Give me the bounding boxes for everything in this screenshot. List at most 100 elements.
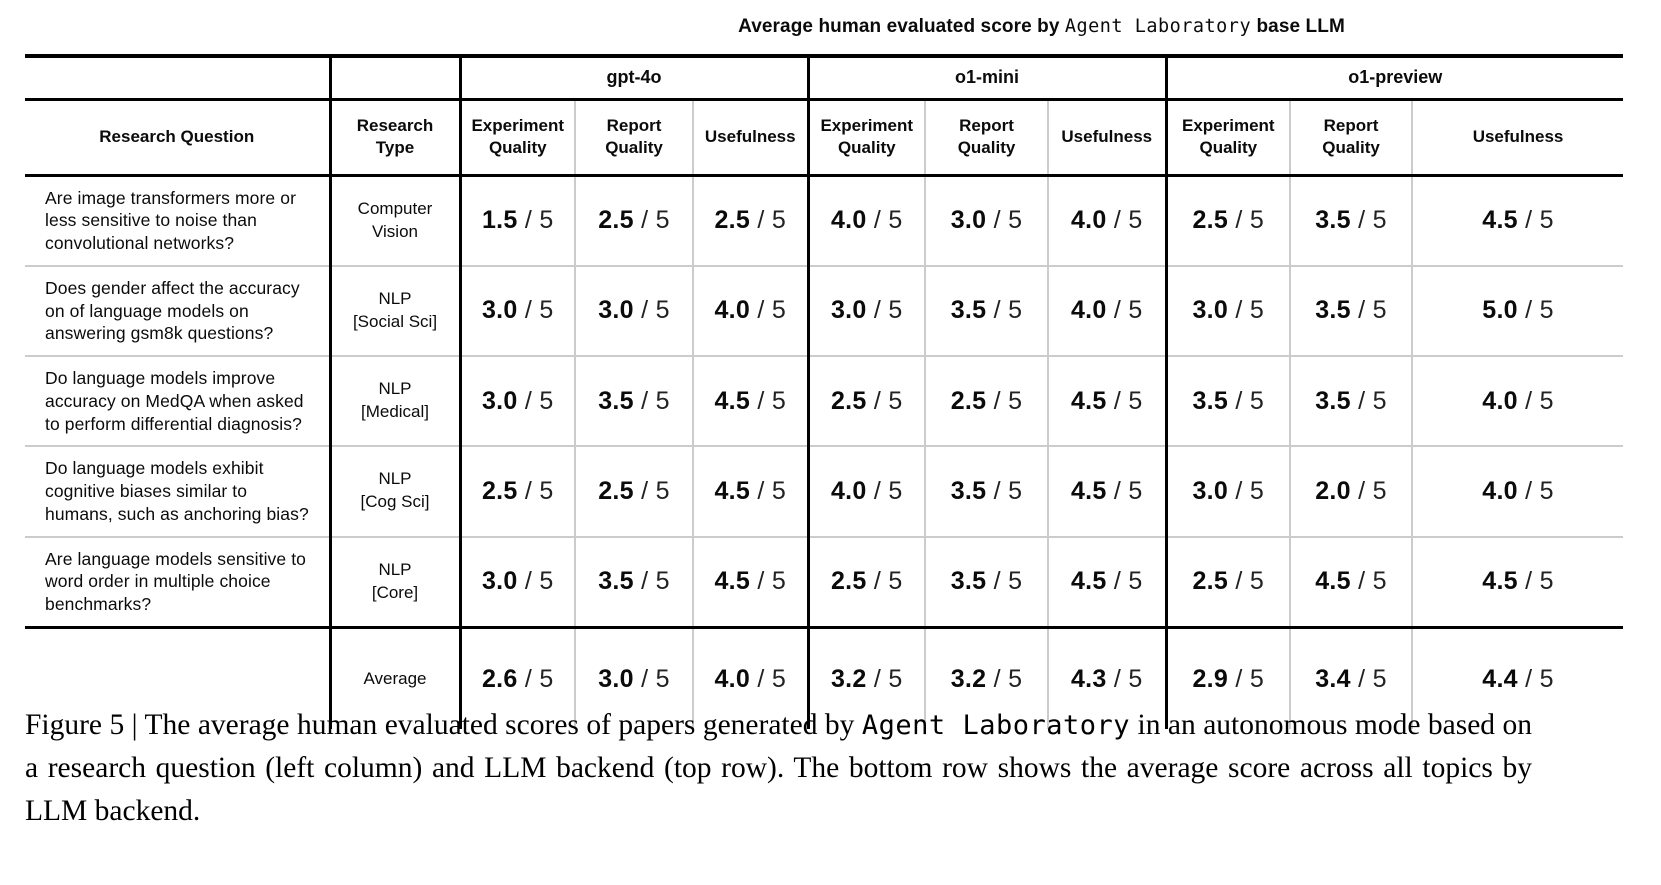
table-row: Are language models sensitive to word or… xyxy=(25,536,1624,628)
score-cell: 2.6 / 5 xyxy=(458,627,575,730)
score-cell: 4.5 / 5 xyxy=(692,536,808,628)
column-header-experiment-quality: Experiment Quality xyxy=(806,99,925,177)
score-cell: 2.5 / 5 xyxy=(458,446,575,537)
table-row: Do language models exhibit cognitive bia… xyxy=(25,446,1624,537)
score-denominator: / 5 xyxy=(1228,206,1265,235)
score-value: 2.5 xyxy=(830,567,867,596)
research-question-cell: Does gender affect the accuracy on of la… xyxy=(45,277,300,344)
score-denominator: / 5 xyxy=(1350,386,1387,415)
score-cell: 4.0 / 5 xyxy=(1046,265,1167,356)
score-cell: 2.0 / 5 xyxy=(1289,446,1413,537)
score-denominator: / 5 xyxy=(1228,664,1265,693)
research-question-cell: Do language models improve accuracy on M… xyxy=(45,368,304,434)
column-header-experiment-quality: Experiment Quality xyxy=(1164,99,1291,177)
score-cell: 4.0 / 5 xyxy=(806,175,925,266)
score-value: 3.0 xyxy=(598,664,634,693)
score-value: 3.5 xyxy=(950,567,987,596)
score-denominator: / 5 xyxy=(866,664,903,693)
table-row: Do language models improve accuracy on M… xyxy=(25,356,1624,447)
score-denominator: / 5 xyxy=(866,206,903,235)
score-cell: 3.0 / 5 xyxy=(806,265,925,356)
score-cell: 3.0 / 5 xyxy=(1164,265,1291,356)
score-value: 2.0 xyxy=(1315,476,1351,505)
score-value: 3.5 xyxy=(1315,206,1351,235)
table-title-prefix: Average human evaluated score by xyxy=(738,16,1065,37)
score-cell: 3.0 / 5 xyxy=(458,265,575,356)
score-denominator: / 5 xyxy=(750,476,787,505)
score-denominator: / 5 xyxy=(1228,386,1265,415)
score-value: 3.5 xyxy=(950,476,987,505)
score-cell: 2.5 / 5 xyxy=(1164,536,1291,628)
group-header-o1-mini: o1-mini xyxy=(806,56,1167,101)
score-denominator: / 5 xyxy=(1228,296,1265,325)
score-value: 3.5 xyxy=(598,567,634,596)
score-cell: 3.5 / 5 xyxy=(1289,265,1413,356)
score-value: 3.0 xyxy=(1192,476,1229,505)
score-cell: 4.5 / 5 xyxy=(692,446,808,537)
score-value: 4.0 xyxy=(1070,296,1107,325)
corner-type-spacer xyxy=(328,56,460,101)
research-type-cell: NLP [Cog Sci] xyxy=(328,446,460,537)
score-denominator: / 5 xyxy=(633,296,670,325)
research-type-cell: NLP [Core] xyxy=(328,536,460,628)
score-cell: 4.0 / 5 xyxy=(806,446,925,537)
column-header-usefulness: Usefulness xyxy=(1411,99,1624,177)
table-title: Average human evaluated score by Agent L… xyxy=(460,16,1623,38)
score-denominator: / 5 xyxy=(866,476,903,505)
scores-table: gpt-4o o1-mini o1-preview Research Question… xyxy=(25,54,1624,730)
score-cell: 2.5 / 5 xyxy=(574,175,693,266)
score-cell: 3.0 / 5 xyxy=(574,627,693,730)
score-denominator: / 5 xyxy=(1350,664,1387,693)
research-question-cell: Do language models exhibit cognitive bia… xyxy=(45,458,309,524)
score-cell: 3.2 / 5 xyxy=(806,627,925,730)
score-value: 3.5 xyxy=(1315,386,1351,415)
score-denominator: / 5 xyxy=(1517,567,1554,596)
score-value: 3.5 xyxy=(598,386,634,415)
score-denominator: / 5 xyxy=(986,567,1023,596)
score-cell: 4.0 / 5 xyxy=(692,265,808,356)
score-denominator: / 5 xyxy=(986,296,1023,325)
score-cell: 3.5 / 5 xyxy=(924,446,1048,537)
score-cell: 4.4 / 5 xyxy=(1411,627,1624,730)
corner-question-spacer xyxy=(25,56,330,101)
research-type-cell: NLP [Medical] xyxy=(328,356,460,447)
score-value: 2.9 xyxy=(1192,664,1229,693)
research-question-cell: Are image transformers more or less sens… xyxy=(45,187,296,254)
score-value: 3.2 xyxy=(950,664,987,693)
score-value: 4.0 xyxy=(1070,206,1107,235)
score-value: 3.2 xyxy=(830,664,867,693)
score-denominator: / 5 xyxy=(986,476,1023,505)
score-value: 2.5 xyxy=(714,206,751,235)
score-cell: 3.5 / 5 xyxy=(1289,356,1413,447)
score-value: 4.5 xyxy=(1482,206,1518,235)
score-cell: 3.5 / 5 xyxy=(574,536,693,628)
score-value: 2.5 xyxy=(481,476,518,505)
score-denominator: / 5 xyxy=(750,567,787,596)
score-denominator: / 5 xyxy=(750,206,787,235)
score-value: 4.5 xyxy=(1070,567,1107,596)
score-cell: 4.5 / 5 xyxy=(1046,536,1167,628)
score-denominator: / 5 xyxy=(633,206,670,235)
score-denominator: / 5 xyxy=(633,567,670,596)
score-value: 4.0 xyxy=(714,296,751,325)
score-cell: 4.0 / 5 xyxy=(1411,356,1624,447)
score-cell: 1.5 / 5 xyxy=(458,175,575,266)
score-denominator: / 5 xyxy=(750,296,787,325)
score-value: 4.5 xyxy=(714,386,751,415)
score-cell: 3.0 / 5 xyxy=(458,356,575,447)
score-denominator: / 5 xyxy=(1228,567,1265,596)
table-title-suffix: base LLM xyxy=(1251,16,1345,37)
score-cell: 2.5 / 5 xyxy=(1164,175,1291,266)
group-header-gpt-4o: gpt-4o xyxy=(458,56,808,101)
score-value: 2.5 xyxy=(950,386,987,415)
score-denominator: / 5 xyxy=(1106,476,1143,505)
column-header-usefulness: Usefulness xyxy=(692,99,808,177)
score-value: 4.0 xyxy=(830,206,867,235)
score-cell: 3.0 / 5 xyxy=(458,536,575,628)
header-group-row: gpt-4o o1-mini o1-preview xyxy=(25,56,1624,101)
table-row: Are image transformers more or less sens… xyxy=(25,175,1624,266)
score-denominator: / 5 xyxy=(750,664,787,693)
header-columns-row: Research Question Research Type Experiment… xyxy=(25,99,1624,177)
score-value: 3.0 xyxy=(481,386,518,415)
table-title-agent-laboratory: Agent Laboratory xyxy=(1064,16,1252,37)
